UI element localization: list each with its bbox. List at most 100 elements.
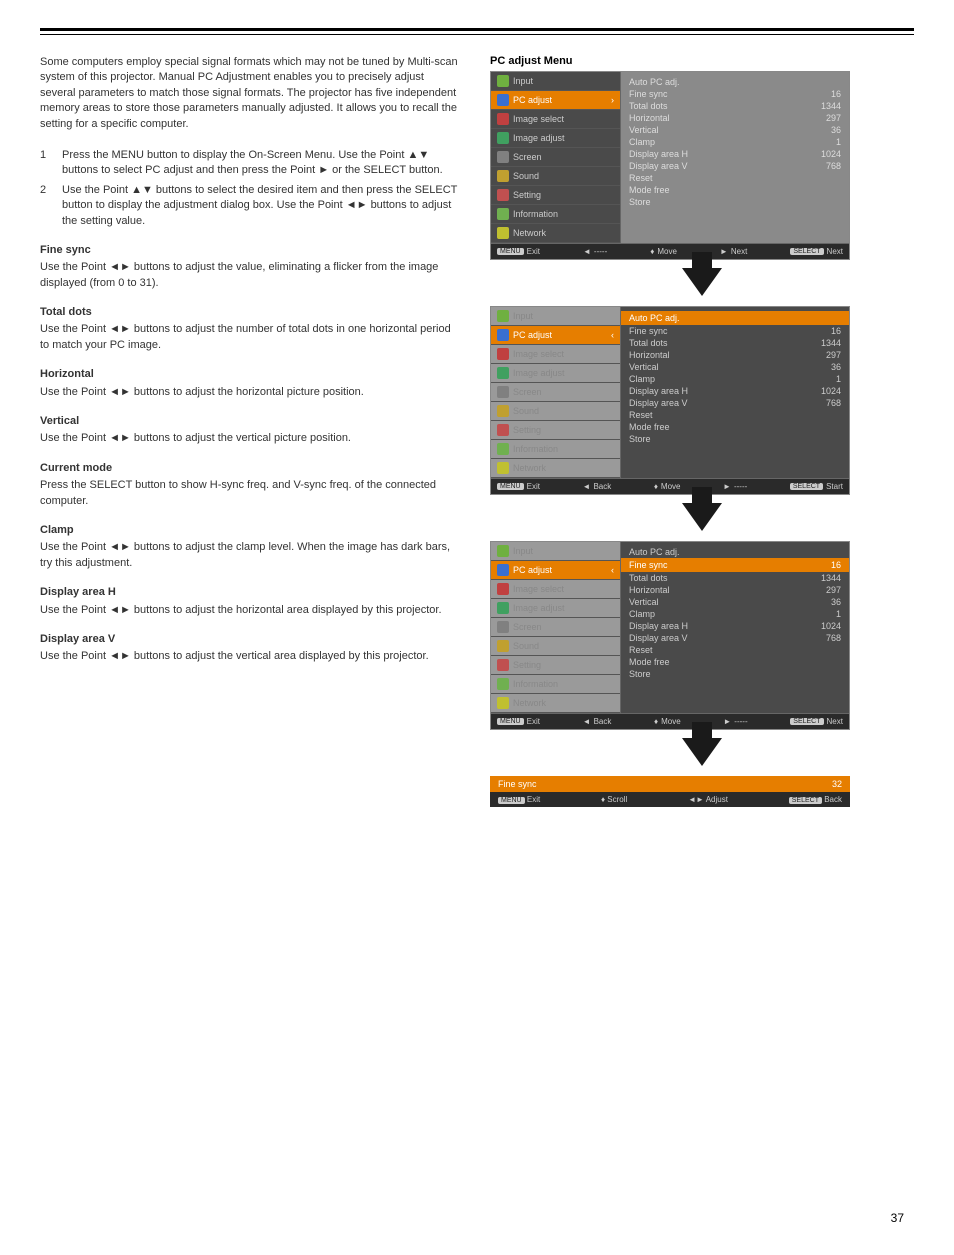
menu-right-item[interactable]: Display area H1024 [629,385,841,397]
menu-right-item[interactable]: Total dots1344 [629,572,841,584]
menu-right-item[interactable]: Clamp1 [629,373,841,385]
menu-right-item[interactable]: Store [629,668,841,680]
menu-left-item[interactable]: Image adjust [491,364,620,383]
menu-right-item[interactable]: Display area V768 [629,632,841,644]
menu-right-label: Reset [629,645,653,655]
menu-right-item[interactable]: Store [629,196,841,208]
menu-left-item[interactable]: Sound [491,402,620,421]
menu-left-label: Information [513,679,558,689]
menu-right-label: Auto PC adj. [629,547,680,557]
menu-right-item[interactable]: Display area H1024 [629,620,841,632]
menu-icon [497,208,509,220]
menu-right-value: 1344 [821,573,841,583]
menu-right-value: 1 [836,137,841,147]
menu-left-item[interactable]: Network [491,694,620,713]
instruction-column: Some computers employ special signal for… [40,55,460,807]
menu-left-item[interactable]: Setting [491,656,620,675]
menu-right-item[interactable]: Total dots1344 [629,337,841,349]
menu-right-value: 297 [826,585,841,595]
menu-left-item[interactable]: PC adjust‹ [491,561,620,580]
menu-left-item[interactable]: Sound [491,167,620,186]
menu-icon [497,132,509,144]
menu-left-label: Image select [513,349,564,359]
menu-left-item[interactable]: Information [491,675,620,694]
menu-left-item[interactable]: Screen [491,618,620,637]
menu-right-label: Horizontal [629,585,670,595]
menu-right-item[interactable]: Display area H1024 [629,148,841,160]
menu-icon [497,659,509,671]
menu-right-item[interactable]: Fine sync16 [629,325,841,337]
menu-left-label: Input [513,311,533,321]
menu-right-item[interactable]: Clamp1 [629,608,841,620]
menu-icon [497,424,509,436]
menu-right-value: 297 [826,350,841,360]
menu-icon [497,113,509,125]
menu-right-label: Total dots [629,101,668,111]
menu-right-item[interactable]: Fine sync16 [629,88,841,100]
menu-right-label: Display area V [629,398,688,408]
menu-left-item[interactable]: Input [491,72,620,91]
menu-right-item[interactable]: Auto PC adj. [629,546,841,558]
menu-icon [497,310,509,322]
menu-left-label: Image adjust [513,368,565,378]
menu-right-label: Horizontal [629,350,670,360]
menu-left-item[interactable]: Sound [491,637,620,656]
menu-right-item[interactable]: Reset [629,172,841,184]
menu-right-label: Display area H [629,621,688,631]
menu-right-item[interactable]: Total dots1344 [629,100,841,112]
menu-right-item[interactable]: Store [629,433,841,445]
menu-right-item[interactable]: Vertical36 [629,124,841,136]
menu-left-item[interactable]: Network [491,459,620,478]
menu-left-item[interactable]: Image select [491,345,620,364]
menu-left-item[interactable]: Image select [491,580,620,599]
menu-right-item[interactable]: Mode free [629,184,841,196]
menu-left-item[interactable]: Screen [491,148,620,167]
menu-right-item[interactable]: Clamp1 [629,136,841,148]
menu-right-value: 1024 [821,149,841,159]
menu-left-item[interactable]: Information [491,440,620,459]
step-1: 1 Press the MENU button to display the O… [40,148,460,179]
menu-icon [497,697,509,709]
menu-icon [497,348,509,360]
menu-left-item[interactable]: Setting [491,421,620,440]
menu-right-item[interactable]: Reset [629,644,841,656]
menu-left-label: Screen [513,387,542,397]
menu-right-label: Vertical [629,597,659,607]
menu-left-item[interactable]: Image adjust [491,129,620,148]
menu-left-item[interactable]: PC adjust› [491,91,620,110]
menu-left-item[interactable]: PC adjust‹ [491,326,620,345]
menu-left-label: Image adjust [513,133,565,143]
menu-right-item[interactable]: Display area V768 [629,160,841,172]
menu-icon [497,564,509,576]
menu-left-item[interactable]: Information [491,205,620,224]
menu-right-value: 297 [826,113,841,123]
menu-left-item[interactable]: Network [491,224,620,243]
menu-right-item[interactable]: Display area V768 [629,397,841,409]
menu-icon [497,94,509,106]
menu-left-item[interactable]: Image select [491,110,620,129]
menu-left-item[interactable]: Input [491,542,620,561]
menu-right-item[interactable]: Horizontal 297 [629,584,841,596]
menu-right-item[interactable]: Vertical36 [629,361,841,373]
menu-left-item[interactable]: Setting [491,186,620,205]
menu-right-item[interactable]: Mode free [629,656,841,668]
menu-right-item[interactable]: Horizontal 297 [629,349,841,361]
chevron-icon: ‹ [611,330,614,340]
menu-right-value: 768 [826,633,841,643]
adjust-bar: Fine sync 32 [490,776,850,792]
menu-left-item[interactable]: Image adjust [491,599,620,618]
menu-icon [497,583,509,595]
down-arrow-icon [682,268,722,296]
menu-right-label: Reset [629,410,653,420]
menu-left-label: Sound [513,171,539,181]
menu-right-item[interactable]: Mode free [629,421,841,433]
menu-right-item[interactable]: Horizontal297 [629,112,841,124]
menu-right-item[interactable]: Auto PC adj. [621,311,849,325]
page-number: 37 [891,1211,904,1225]
menu-right-item[interactable]: Vertical36 [629,596,841,608]
menu-right-item[interactable]: Reset [629,409,841,421]
menu-left-item[interactable]: Screen [491,383,620,402]
menu-right-item[interactable]: Fine sync16 [621,558,849,572]
menu-right-item[interactable]: Auto PC adj. [629,76,841,88]
menu-left-item[interactable]: Input [491,307,620,326]
